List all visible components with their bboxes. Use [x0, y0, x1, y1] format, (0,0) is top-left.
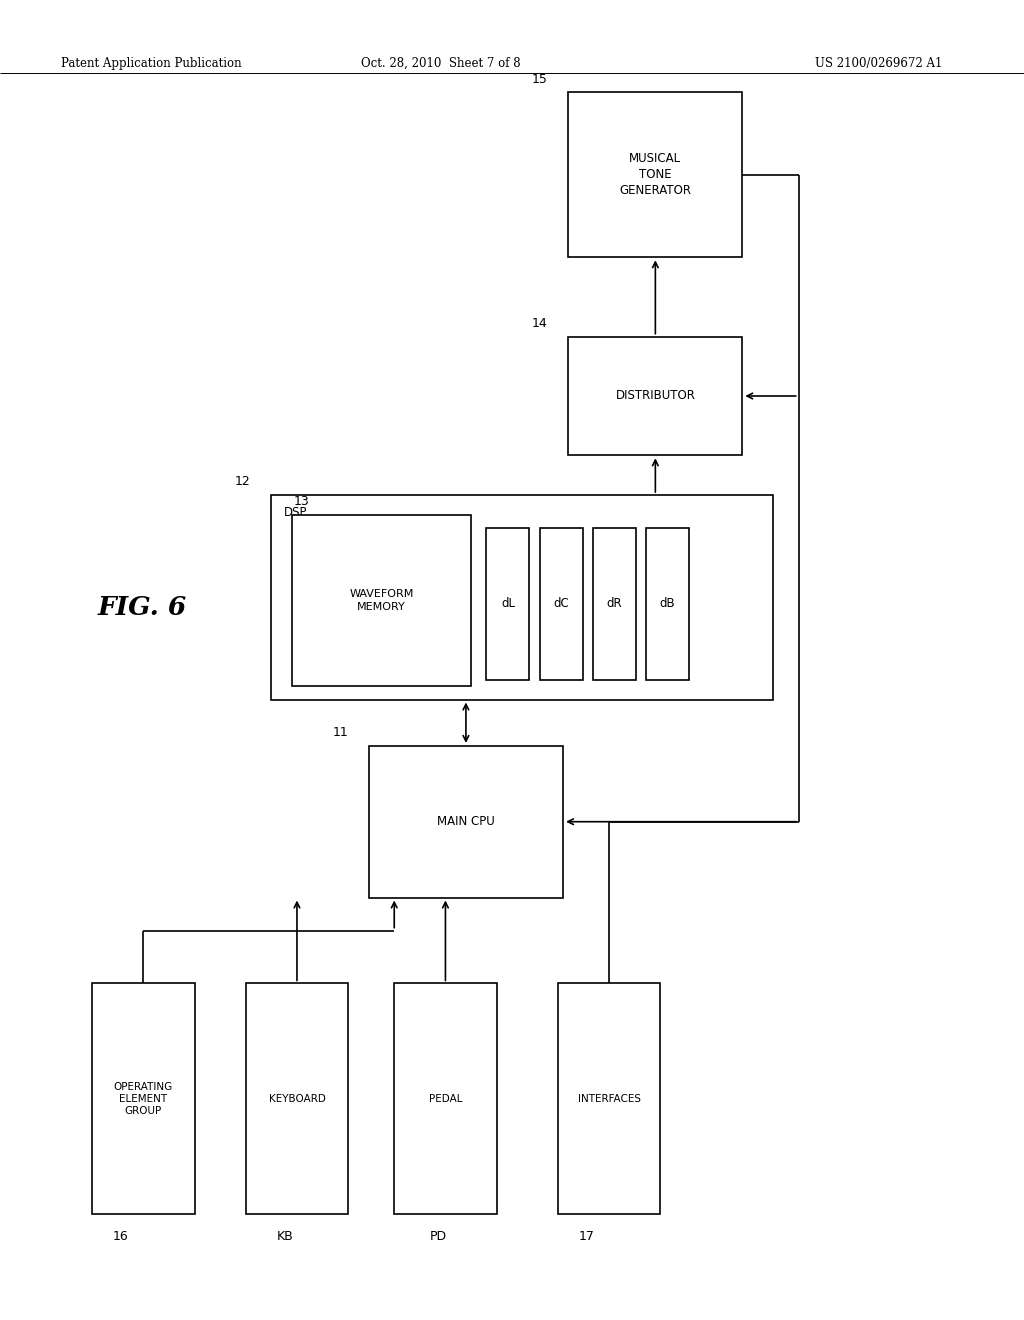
Bar — [271, 495, 773, 700]
Bar — [558, 983, 660, 1214]
Text: MUSICAL
TONE
GENERATOR: MUSICAL TONE GENERATOR — [620, 152, 691, 198]
Bar — [568, 337, 742, 455]
Text: 11: 11 — [333, 726, 348, 739]
Text: 12: 12 — [236, 475, 251, 488]
Bar — [369, 746, 563, 898]
Text: Oct. 28, 2010  Sheet 7 of 8: Oct. 28, 2010 Sheet 7 of 8 — [360, 57, 520, 70]
Text: FIG. 6: FIG. 6 — [97, 595, 186, 619]
Text: 13: 13 — [294, 495, 309, 508]
Bar — [486, 528, 529, 680]
Text: dB: dB — [659, 598, 676, 610]
Text: dC: dC — [553, 598, 569, 610]
Text: DISTRIBUTOR: DISTRIBUTOR — [615, 389, 695, 403]
Bar — [292, 515, 471, 686]
Text: KEYBOARD: KEYBOARD — [268, 1094, 326, 1104]
Text: 17: 17 — [579, 1230, 595, 1243]
Text: DSP: DSP — [284, 506, 307, 519]
Text: PD: PD — [430, 1230, 447, 1243]
Text: Patent Application Publication: Patent Application Publication — [61, 57, 242, 70]
Bar — [593, 528, 636, 680]
Text: PEDAL: PEDAL — [429, 1094, 462, 1104]
Bar — [568, 92, 742, 257]
Bar — [540, 528, 583, 680]
Text: 16: 16 — [113, 1230, 128, 1243]
Text: dL: dL — [501, 598, 515, 610]
Bar — [92, 983, 195, 1214]
Text: 14: 14 — [532, 317, 548, 330]
Bar — [646, 528, 689, 680]
Text: US 2100/0269672 A1: US 2100/0269672 A1 — [815, 57, 942, 70]
Text: 15: 15 — [531, 73, 548, 86]
Text: OPERATING
ELEMENT
GROUP: OPERATING ELEMENT GROUP — [114, 1081, 173, 1117]
Text: KB: KB — [276, 1230, 293, 1243]
Bar — [246, 983, 348, 1214]
Text: WAVEFORM
MEMORY: WAVEFORM MEMORY — [349, 590, 414, 611]
Text: INTERFACES: INTERFACES — [578, 1094, 641, 1104]
Text: MAIN CPU: MAIN CPU — [437, 816, 495, 828]
Text: dR: dR — [606, 598, 623, 610]
Bar — [394, 983, 497, 1214]
